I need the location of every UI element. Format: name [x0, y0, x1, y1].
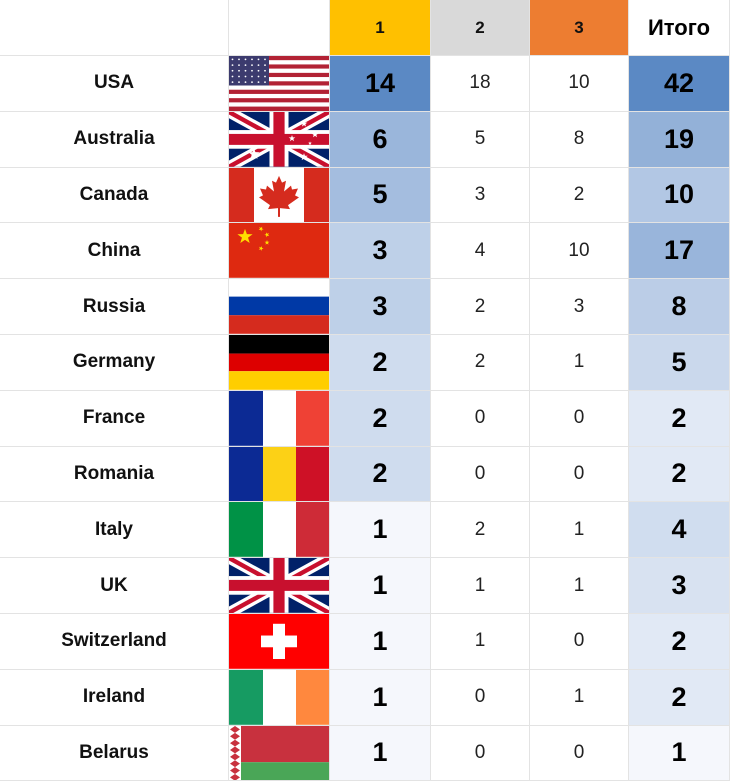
bronze-count: 1 [530, 502, 629, 559]
bronze-count: 0 [530, 725, 629, 781]
country-name: Switzerland [0, 613, 229, 670]
silver-count: 3 [431, 167, 530, 224]
flag-cell [229, 558, 330, 614]
flag-cell [229, 502, 330, 559]
silver-count: 0 [431, 725, 530, 781]
silver-column-header: 2 [431, 0, 530, 56]
country-name: Russia [0, 279, 229, 335]
flag-cell [229, 725, 330, 781]
bronze-count: 10 [530, 223, 629, 280]
gold-count: 5 [330, 167, 431, 224]
flag-cell [229, 446, 330, 503]
france-flag-icon [229, 390, 329, 446]
flag-cell [229, 167, 330, 224]
flag-cell [229, 111, 330, 168]
silver-count: 5 [431, 111, 530, 168]
total-count: 2 [629, 446, 730, 503]
gold-count: 1 [330, 502, 431, 559]
total-count: 10 [629, 167, 730, 224]
gold-column-header: 1 [330, 0, 431, 56]
country-name: France [0, 390, 229, 447]
total-count: 8 [629, 279, 730, 335]
belarus-flag-icon [229, 725, 329, 781]
gold-count: 3 [330, 279, 431, 335]
silver-count: 0 [431, 390, 530, 447]
total-count: 17 [629, 223, 730, 280]
gold-count: 1 [330, 669, 431, 726]
total-column-header: Итого [629, 0, 730, 56]
total-count: 4 [629, 502, 730, 559]
gold-count: 3 [330, 223, 431, 280]
flag-header-empty-cell [229, 0, 330, 56]
flag-cell [229, 613, 330, 670]
flag-cell [229, 334, 330, 391]
romania-flag-icon [229, 446, 329, 502]
silver-count: 1 [431, 558, 530, 614]
uk-flag-icon [229, 558, 329, 613]
total-count: 19 [629, 111, 730, 168]
bronze-count: 0 [530, 446, 629, 503]
country-name: USA [0, 56, 229, 112]
gold-count: 2 [330, 334, 431, 391]
bronze-count: 1 [530, 334, 629, 391]
country-name: UK [0, 558, 229, 614]
country-name: China [0, 223, 229, 280]
total-count: 2 [629, 669, 730, 726]
country-name: Belarus [0, 725, 229, 781]
total-count: 5 [629, 334, 730, 391]
italy-flag-icon [229, 502, 329, 558]
gold-count: 2 [330, 390, 431, 447]
silver-count: 0 [431, 669, 530, 726]
flag-cell [229, 390, 330, 447]
total-count: 3 [629, 558, 730, 614]
country-name: Canada [0, 167, 229, 224]
bronze-count: 10 [530, 56, 629, 112]
gold-count: 1 [330, 725, 431, 781]
flag-cell [229, 279, 330, 335]
gold-count: 6 [330, 111, 431, 168]
silver-count: 2 [431, 502, 530, 559]
country-name: Ireland [0, 669, 229, 726]
china-flag-icon [229, 223, 329, 279]
flag-cell [229, 56, 330, 112]
flag-cell [229, 223, 330, 280]
germany-flag-icon [229, 334, 329, 390]
silver-count: 2 [431, 279, 530, 335]
gold-count: 2 [330, 446, 431, 503]
country-name: Australia [0, 111, 229, 168]
silver-count: 0 [431, 446, 530, 503]
silver-count: 1 [431, 613, 530, 670]
bronze-count: 0 [530, 390, 629, 447]
bronze-count: 3 [530, 279, 629, 335]
country-name: Germany [0, 334, 229, 391]
total-count: 2 [629, 613, 730, 670]
silver-count: 2 [431, 334, 530, 391]
total-count: 42 [629, 56, 730, 112]
flag-cell [229, 669, 330, 726]
bronze-column-header: 3 [530, 0, 629, 56]
total-count: 1 [629, 725, 730, 781]
switzerland-flag-icon [229, 613, 329, 669]
usa-flag-icon [229, 56, 329, 111]
gold-count: 14 [330, 56, 431, 112]
russia-flag-icon [229, 279, 329, 334]
bronze-count: 1 [530, 558, 629, 614]
total-count: 2 [629, 390, 730, 447]
country-name: Italy [0, 502, 229, 559]
gold-count: 1 [330, 558, 431, 614]
ireland-flag-icon [229, 669, 329, 725]
bronze-count: 0 [530, 613, 629, 670]
bronze-count: 1 [530, 669, 629, 726]
canada-flag-icon [229, 167, 329, 223]
australia-flag-icon [229, 111, 329, 167]
gold-count: 1 [330, 613, 431, 670]
silver-count: 18 [431, 56, 530, 112]
corner-empty-cell [0, 0, 229, 56]
silver-count: 4 [431, 223, 530, 280]
bronze-count: 8 [530, 111, 629, 168]
bronze-count: 2 [530, 167, 629, 224]
country-name: Romania [0, 446, 229, 503]
